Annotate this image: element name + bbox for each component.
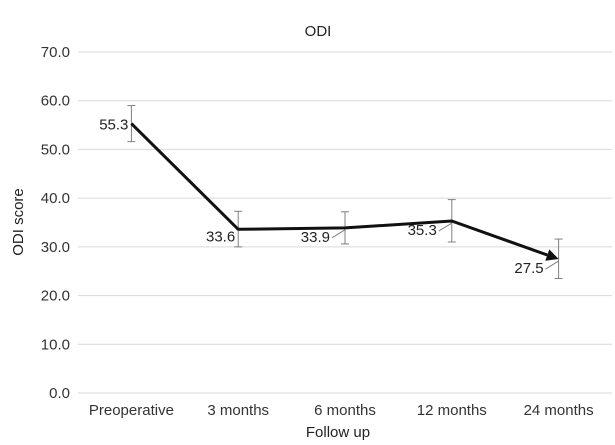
y-tick-label: 70.0	[41, 44, 70, 61]
y-tick-label: 30.0	[41, 239, 70, 256]
label-leaders	[331, 222, 559, 270]
x-tick-label: 24 months	[524, 402, 594, 419]
y-tick-label: 0.0	[49, 385, 70, 402]
y-axis-ticks: 0.0 10.0 20.0 30.0 40.0 50.0 60.0 70.0	[41, 44, 70, 402]
error-bars	[127, 105, 563, 280]
x-tick-label: Preoperative	[89, 402, 174, 419]
label-leader-line	[438, 222, 453, 232]
x-tick-label: 12 months	[417, 402, 487, 419]
data-label: 35.3	[408, 222, 437, 239]
y-tick-label: 20.0	[41, 288, 70, 305]
y-tick-label: 60.0	[41, 93, 70, 110]
y-tick-label: 50.0	[41, 141, 70, 158]
gridlines	[78, 51, 612, 394]
data-label: 33.9	[301, 229, 330, 246]
x-axis-title: Follow up	[306, 424, 370, 441]
x-tick-label: 3 months	[207, 402, 269, 419]
label-leader-line	[545, 260, 559, 270]
data-label: 27.5	[514, 260, 543, 277]
label-leader-line	[331, 229, 346, 239]
y-tick-label: 10.0	[41, 336, 70, 353]
series-end-arrow	[545, 249, 559, 261]
series-line	[130, 122, 559, 261]
data-label: 55.3	[99, 117, 128, 134]
chart-title: ODI	[305, 23, 332, 40]
y-tick-label: 40.0	[41, 190, 70, 207]
data-labels: 55.3 33.6 33.9 35.3 27.5	[99, 117, 543, 277]
data-label: 33.6	[206, 228, 235, 245]
series-line-path	[130, 122, 548, 257]
y-axis-title: ODI score	[10, 188, 27, 256]
x-tick-label: 6 months	[314, 402, 376, 419]
x-axis-ticks: Preoperative 3 months 6 months 12 months 24 …	[89, 402, 594, 419]
